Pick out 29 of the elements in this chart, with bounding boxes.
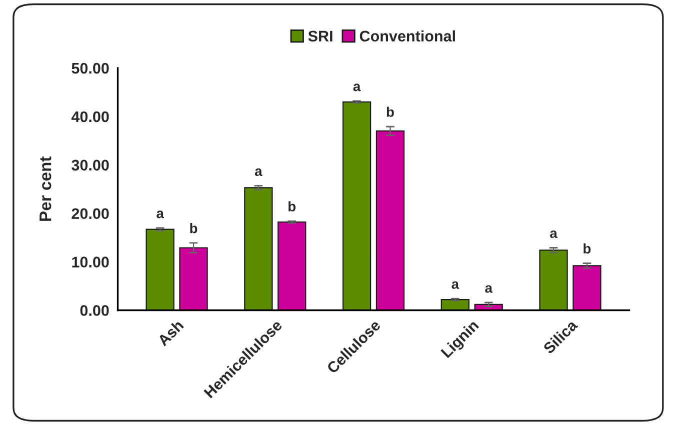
bar xyxy=(376,130,405,310)
x-tick-label: Ash xyxy=(156,319,184,347)
bar xyxy=(342,101,372,310)
data-label: a xyxy=(353,84,361,92)
data-label: b xyxy=(584,243,591,254)
y-axis-title: Per cent xyxy=(40,156,52,221)
data-label: b xyxy=(386,106,394,117)
data-label: a xyxy=(156,210,164,218)
data-label: a xyxy=(550,230,558,238)
data-label: a xyxy=(485,285,493,293)
legend-label: Conventional xyxy=(360,30,455,42)
bar xyxy=(244,187,273,310)
data-label: b xyxy=(288,201,296,212)
bar xyxy=(146,228,174,310)
bar xyxy=(278,222,306,310)
bar xyxy=(179,247,208,310)
y-tick-label: 0.00 xyxy=(80,305,109,316)
bar xyxy=(440,299,470,310)
y-tick-label: 20.00 xyxy=(72,208,109,220)
y-tick-label: 30.00 xyxy=(72,160,109,171)
bar xyxy=(572,265,602,310)
legend-label: SRI xyxy=(308,30,332,42)
y-tick-label: 50.00 xyxy=(72,62,109,74)
data-label: b xyxy=(190,223,198,234)
data-label: a xyxy=(452,281,460,289)
y-tick-label: 10.00 xyxy=(72,256,109,268)
bar xyxy=(539,250,568,310)
data-label: a xyxy=(254,168,262,176)
y-tick-label: 40.00 xyxy=(71,111,109,122)
